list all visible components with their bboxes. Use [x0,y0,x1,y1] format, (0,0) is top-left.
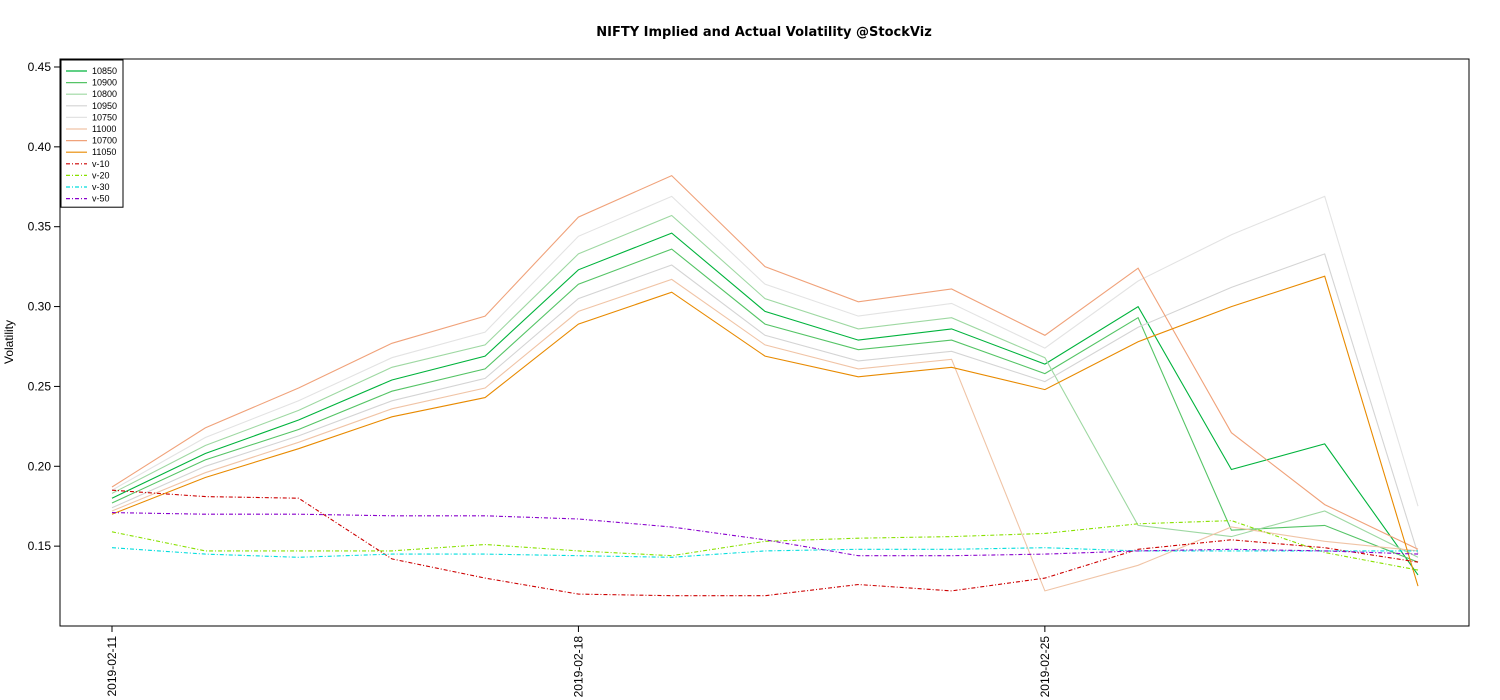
series-line-v-30 [111,547,1418,558]
y-tick-label: 0.15 [28,539,52,553]
y-tick-label: 0.20 [28,459,52,473]
legend-label: 11000 [92,124,116,134]
legend-label: v-30 [92,182,110,192]
y-tick-label: 0.25 [28,379,52,393]
legend-label: 10700 [92,136,117,146]
legend-label: 10850 [92,66,117,76]
legend-label: 10900 [92,78,117,88]
y-tick-label: 0.45 [28,60,52,74]
series-line-v-10 [111,489,1419,597]
legend-label: 10750 [92,112,117,122]
x-axis: 2019-02-11 2019-02-18 2019-02-25 [105,626,1052,697]
plot-area-frame [59,58,1470,627]
legend-label: 11050 [92,147,116,157]
chart-title: NIFTY Implied and Actual Volatility @Sto… [596,25,932,40]
series-line-10900 [111,248,1419,563]
legend-label: 10950 [92,101,117,111]
y-tick-label: 0.30 [28,300,52,314]
legend-label: v-20 [92,170,110,180]
series-line-10700 [111,174,1419,550]
series-line-10950 [111,253,1419,555]
series-line-v-50 [111,512,1419,557]
series-layer [111,174,1419,597]
series-line-10850 [111,232,1419,576]
series-line-10750 [111,195,1419,507]
series-line-10800 [111,214,1419,558]
series-line-v-20 [111,520,1419,571]
legend-label: v-50 [92,194,110,204]
series-line-11000 [111,278,1419,592]
y-axis: 0.15 0.20 0.25 0.30 0.35 0.40 0.45 [28,60,60,553]
legend-box [60,59,124,208]
y-axis-label: Volatility [2,320,16,364]
x-tick-label: 2019-02-11 [105,636,119,697]
legend-label: 10800 [92,89,117,99]
y-tick-label: 0.35 [28,220,52,234]
x-tick-label: 2019-02-18 [571,636,585,698]
x-tick-label: 2019-02-25 [1038,636,1052,698]
y-tick-label: 0.40 [28,140,52,154]
series-line-11050 [111,275,1419,587]
legend-label: v-10 [92,159,110,169]
